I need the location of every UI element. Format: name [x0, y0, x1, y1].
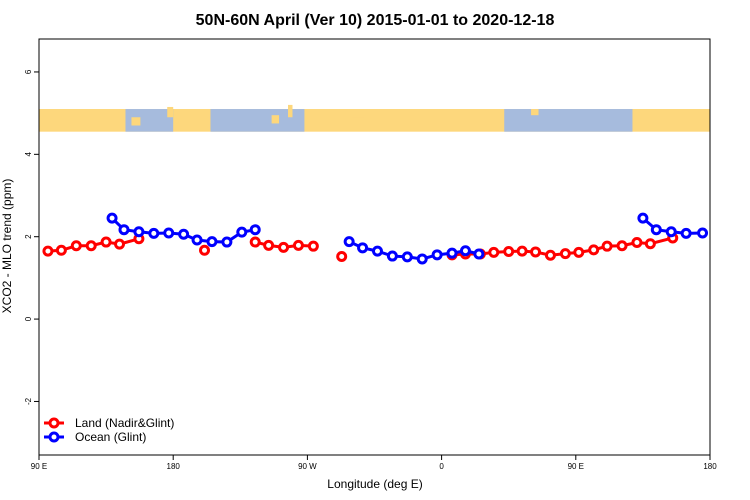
series-0-point-0-4 — [100, 236, 112, 248]
map-band-island-1 — [167, 106, 174, 118]
series-0-point-3-0 — [336, 250, 348, 262]
chart-title: 50N-60N April (Ver 10) 2015-01-01 to 202… — [196, 12, 555, 29]
y-tick-label-0: -2 — [24, 397, 33, 405]
series-0-point-0-3 — [85, 240, 97, 252]
series-0-point-4-10 — [588, 244, 600, 256]
series-0-point-4-3 — [488, 246, 500, 258]
x-tick-label-2: 90 W — [298, 462, 317, 471]
series-0-point-1-0 — [199, 244, 211, 256]
series-0-point-4-14 — [644, 238, 656, 250]
y-tick-label-2: 2 — [24, 234, 33, 239]
series-1-point-2-3 — [680, 227, 692, 239]
series-1-point-0-6 — [191, 234, 203, 246]
legend-label-land: Land (Nadir&Glint) — [75, 416, 174, 430]
series-0-point-0-1 — [55, 244, 67, 256]
series-1-point-1-1 — [357, 242, 369, 254]
series-1-point-1-2 — [371, 245, 383, 257]
map-band-island-5 — [531, 109, 539, 116]
series-1-point-0-9 — [236, 226, 248, 238]
series-0-point-2-2 — [278, 241, 290, 253]
x-axis: 90 E 180 90 W 0 90 E 180 — [31, 455, 717, 471]
x-tick-label-0: 90 E — [31, 462, 47, 471]
legend-marker-ocean — [48, 431, 60, 443]
map-background-band — [39, 104, 710, 132]
series-1-point-1-4 — [401, 251, 413, 263]
series-1-point-2-4 — [697, 227, 709, 239]
series-0-point-4-11 — [601, 240, 613, 252]
series-1 — [106, 212, 709, 265]
map-band-ocean-1 — [210, 109, 305, 132]
legend: Land (Nadir&Glint) Ocean (Glint) — [44, 416, 174, 444]
legend-item-ocean: Ocean (Glint) — [44, 430, 146, 444]
series-1-point-0-8 — [221, 236, 233, 248]
series-0-point-0-0 — [42, 245, 54, 257]
series-1-point-0-5 — [178, 228, 190, 240]
series-0-point-4-8 — [559, 248, 571, 260]
series-1-point-1-8 — [459, 245, 471, 257]
map-band-ocean-0 — [125, 109, 174, 132]
series-1-point-0-1 — [118, 224, 130, 236]
series-0-point-4-12 — [616, 240, 628, 252]
series-0-point-4-4 — [503, 246, 515, 258]
series-0-point-2-3 — [292, 239, 304, 251]
x-tick-label-3: 0 — [439, 462, 444, 471]
series-0-point-2-1 — [263, 239, 275, 251]
series-1-point-0-2 — [133, 226, 145, 238]
map-band-island-4 — [352, 117, 365, 126]
series-0-point-4-9 — [573, 246, 585, 258]
y-axis-label: XCO2 - MLO trend (ppm) — [0, 179, 14, 314]
series-1-point-0-0 — [106, 212, 118, 224]
legend-item-land: Land (Nadir&Glint) — [44, 416, 174, 430]
series-1-point-0-10 — [249, 224, 261, 236]
series-1-point-1-5 — [416, 253, 428, 265]
series-0-point-4-7 — [544, 249, 556, 261]
series-layer — [42, 212, 709, 265]
x-tick-label-4: 90 E — [568, 462, 584, 471]
y-axis: -2 0 2 4 6 — [24, 69, 39, 405]
series-1-point-2-2 — [665, 226, 677, 238]
series-0-point-2-0 — [249, 236, 261, 248]
series-0-point-0-2 — [70, 240, 82, 252]
map-band-island-2 — [271, 115, 280, 124]
x-tick-label-1: 180 — [167, 462, 181, 471]
series-1-point-2-0 — [637, 212, 649, 224]
series-0-point-2-4 — [307, 240, 319, 252]
series-1-point-2-1 — [650, 224, 662, 236]
series-1-point-0-7 — [206, 236, 218, 248]
legend-label-ocean: Ocean (Glint) — [75, 430, 146, 444]
y-tick-label-1: 0 — [24, 316, 33, 321]
x-axis-label: Longitude (deg E) — [327, 477, 422, 491]
y-tick-label-4: 6 — [24, 69, 33, 74]
map-band-island-3 — [288, 104, 293, 118]
map-band-island-0 — [131, 117, 141, 126]
series-1-point-0-4 — [163, 227, 175, 239]
y-tick-label-3: 4 — [24, 152, 33, 157]
plot-frame — [38, 38, 711, 456]
map-band-ocean-2 — [504, 109, 633, 132]
series-0-point-4-5 — [516, 245, 528, 257]
legend-marker-land — [48, 417, 60, 429]
series-1-line-1 — [348, 240, 480, 261]
series-1-point-1-3 — [386, 250, 398, 262]
series-1-point-1-6 — [431, 249, 443, 261]
series-1-point-0-3 — [148, 227, 160, 239]
series-1-point-1-9 — [473, 248, 485, 260]
series-1-point-1-0 — [343, 236, 355, 248]
x-tick-label-5: 180 — [703, 462, 717, 471]
series-0-point-4-6 — [530, 246, 542, 258]
series-1-point-1-7 — [446, 247, 458, 259]
series-0-point-4-13 — [631, 236, 643, 248]
series-0-line-4 — [451, 236, 674, 257]
series-0-point-0-5 — [114, 238, 126, 250]
